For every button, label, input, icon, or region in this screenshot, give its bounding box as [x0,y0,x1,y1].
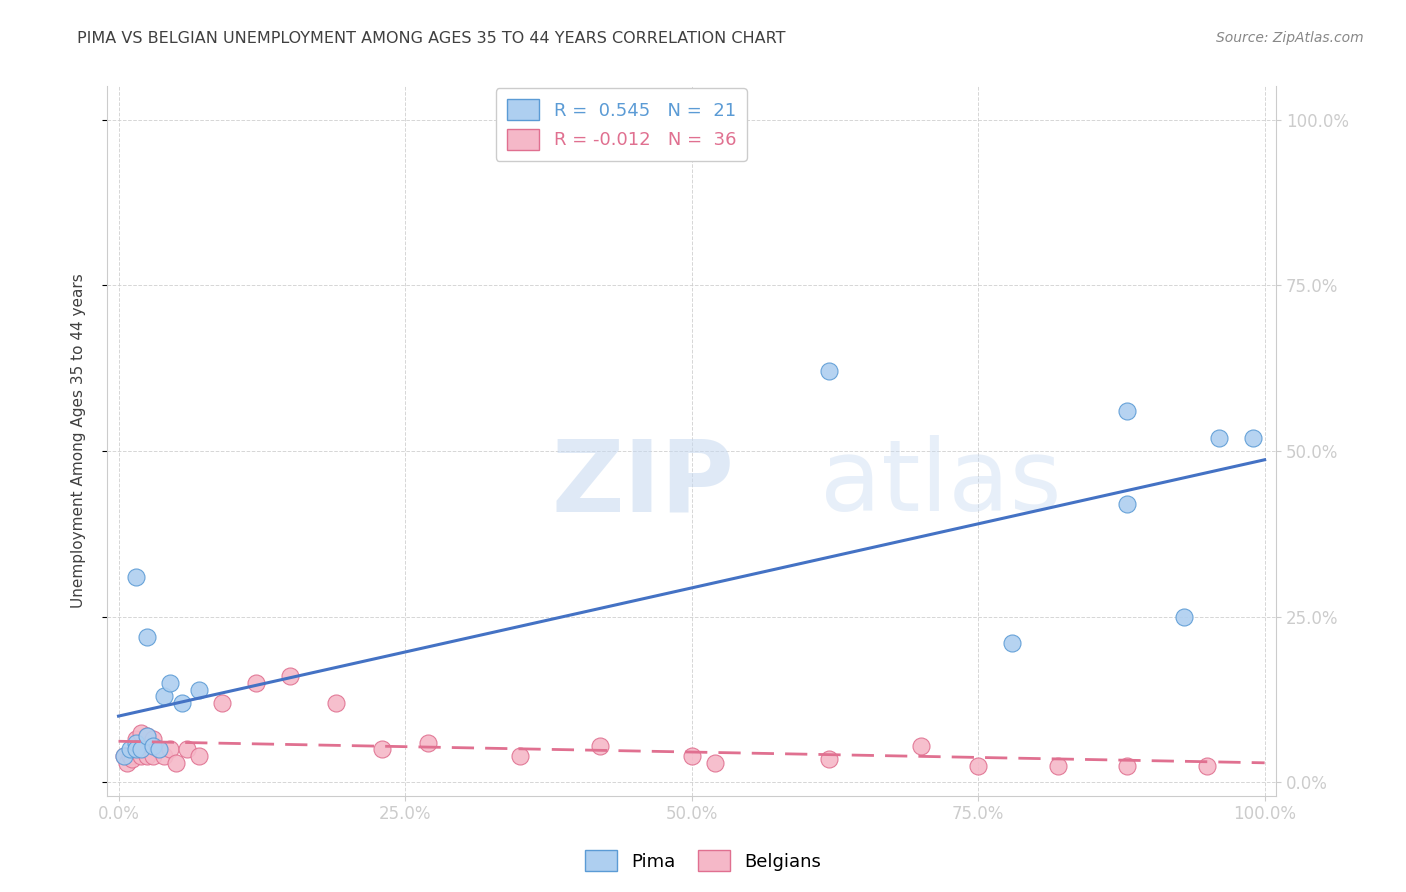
Point [170,696,193,710]
Point [128,736,150,750]
Point [1116,497,1139,511]
Point [159,742,181,756]
Point [148,742,170,756]
Point [131,749,153,764]
Point [187,682,209,697]
Point [125,570,148,584]
Point [125,732,148,747]
Legend: R =  0.545   N =  21, R = -0.012   N =  36: R = 0.545 N = 21, R = -0.012 N = 36 [496,88,747,161]
Point [1197,759,1219,773]
Point [125,736,148,750]
Point [211,696,233,710]
Point [818,752,841,766]
Point [589,739,612,753]
Point [1001,636,1024,650]
Point [118,749,141,764]
Point [1047,759,1070,773]
Point [967,759,990,773]
Point [1241,431,1264,445]
Point [165,756,187,770]
Point [136,749,159,764]
Point [118,742,141,756]
Point [1116,404,1139,418]
Point [1173,609,1195,624]
Point [416,736,439,750]
Point [325,696,347,710]
Point [148,742,170,756]
Point [176,742,198,756]
Point [371,742,394,756]
Point [187,749,209,764]
Text: ZIP: ZIP [551,435,734,533]
Point [1208,431,1230,445]
Point [681,749,703,764]
Point [136,729,159,743]
Point [280,669,302,683]
Point [121,752,143,766]
Point [245,676,267,690]
Point [153,749,176,764]
Point [142,739,165,753]
Point [112,749,135,764]
Text: atlas: atlas [820,435,1062,533]
Point [818,364,841,378]
Point [132,742,155,756]
Point [131,742,153,756]
Y-axis label: Unemployment Among Ages 35 to 44 years: Unemployment Among Ages 35 to 44 years [72,274,86,608]
Point [131,725,153,739]
Point [910,739,932,753]
Point [142,732,165,747]
Point [142,749,165,764]
Point [125,742,148,756]
Legend: Pima, Belgians: Pima, Belgians [578,843,828,879]
Point [1116,759,1139,773]
Point [112,749,135,764]
Point [115,756,138,770]
Point [125,742,148,756]
Point [159,676,181,690]
Text: Source: ZipAtlas.com: Source: ZipAtlas.com [1216,31,1364,45]
Point [509,749,531,764]
Text: PIMA VS BELGIAN UNEMPLOYMENT AMONG AGES 35 TO 44 YEARS CORRELATION CHART: PIMA VS BELGIAN UNEMPLOYMENT AMONG AGES … [77,31,786,46]
Point [153,690,176,704]
Point [136,630,159,644]
Point [136,729,159,743]
Point [703,756,725,770]
